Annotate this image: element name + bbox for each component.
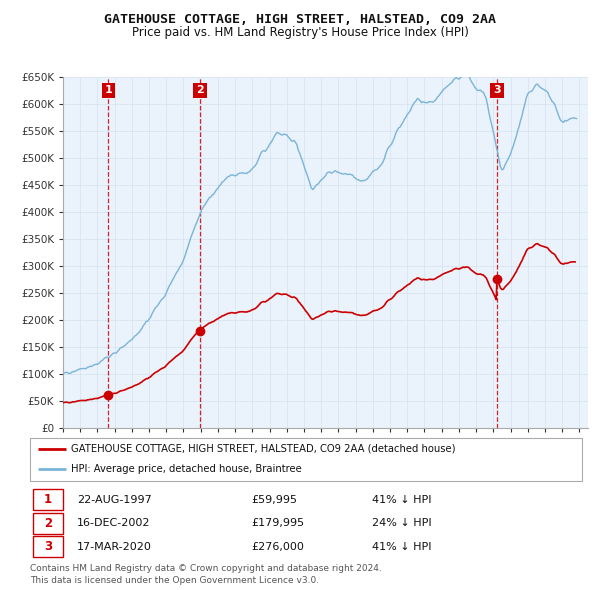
- Text: 3: 3: [44, 540, 52, 553]
- FancyBboxPatch shape: [33, 513, 63, 533]
- Text: 2: 2: [196, 86, 204, 96]
- FancyBboxPatch shape: [33, 489, 63, 510]
- Text: Contains HM Land Registry data © Crown copyright and database right 2024.
This d: Contains HM Land Registry data © Crown c…: [30, 564, 382, 585]
- Text: 1: 1: [104, 86, 112, 96]
- Text: 22-AUG-1997: 22-AUG-1997: [77, 494, 152, 504]
- Text: GATEHOUSE COTTAGE, HIGH STREET, HALSTEAD, CO9 2AA (detached house): GATEHOUSE COTTAGE, HIGH STREET, HALSTEAD…: [71, 444, 456, 454]
- Text: HPI: Average price, detached house, Braintree: HPI: Average price, detached house, Brai…: [71, 464, 302, 474]
- Text: £59,995: £59,995: [251, 494, 297, 504]
- Text: 2: 2: [44, 517, 52, 530]
- Text: 17-MAR-2020: 17-MAR-2020: [77, 542, 152, 552]
- Text: £276,000: £276,000: [251, 542, 304, 552]
- Text: 41% ↓ HPI: 41% ↓ HPI: [372, 494, 432, 504]
- Text: £179,995: £179,995: [251, 518, 304, 528]
- Text: 41% ↓ HPI: 41% ↓ HPI: [372, 542, 432, 552]
- Text: GATEHOUSE COTTAGE, HIGH STREET, HALSTEAD, CO9 2AA: GATEHOUSE COTTAGE, HIGH STREET, HALSTEAD…: [104, 13, 496, 26]
- Text: 3: 3: [493, 86, 501, 96]
- Text: 24% ↓ HPI: 24% ↓ HPI: [372, 518, 432, 528]
- Text: Price paid vs. HM Land Registry's House Price Index (HPI): Price paid vs. HM Land Registry's House …: [131, 26, 469, 39]
- Text: 16-DEC-2002: 16-DEC-2002: [77, 518, 151, 528]
- FancyBboxPatch shape: [33, 536, 63, 557]
- Text: 1: 1: [44, 493, 52, 506]
- FancyBboxPatch shape: [30, 438, 582, 481]
